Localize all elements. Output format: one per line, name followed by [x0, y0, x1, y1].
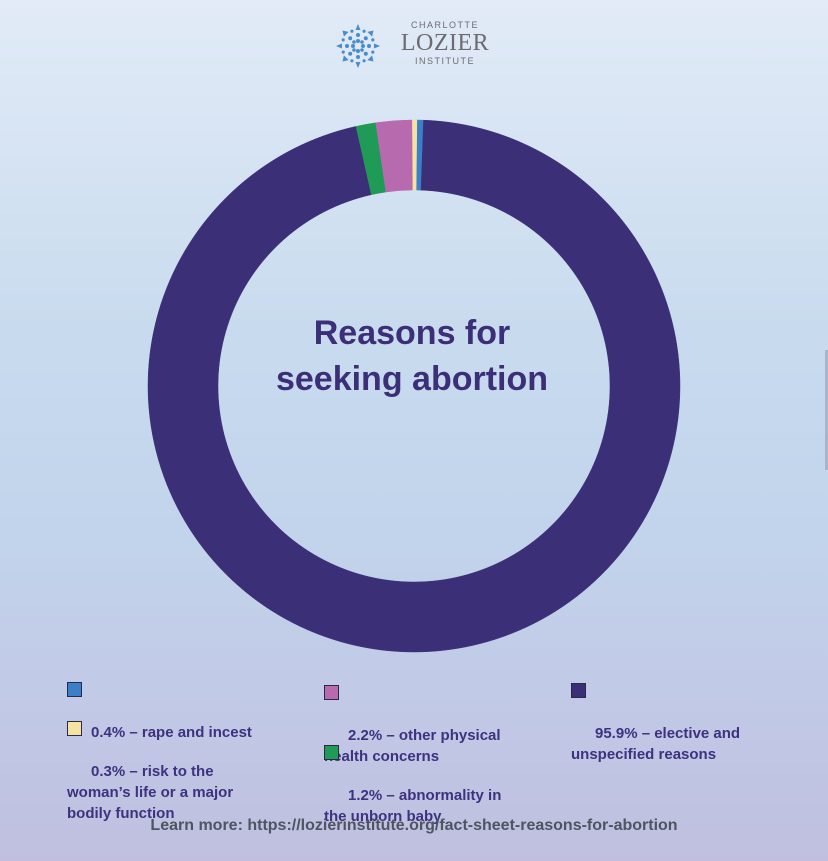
legend-swatch-elective — [571, 683, 586, 698]
legend-item-elective: 95.9% – elective and unspecified reasons — [571, 681, 740, 786]
edge-tab — [825, 350, 828, 470]
legend-swatch-rape-incest — [67, 682, 82, 697]
logo-line-institute: INSTITUTE — [415, 56, 475, 66]
legend-label-elective: 95.9% – elective and unspecified reasons — [571, 725, 741, 763]
donut-slices — [147, 119, 681, 653]
legend-label-rape-incest: 0.4% – rape and incest — [91, 724, 252, 741]
legend-item-rape-incest: 0.4% – rape and incest — [67, 680, 252, 764]
chart-title: Reasons for seeking abortion — [275, 314, 549, 398]
legend-label-abnormality: 1.2% – abnormality in the unborn baby — [324, 787, 502, 825]
slice-risk-to-life — [411, 119, 418, 191]
logo-line-lozier: LOZIER — [400, 30, 490, 56]
logo-wordmark: CHARLOTTE LOZIER INSTITUTE — [390, 20, 500, 66]
slice-elective — [147, 119, 681, 653]
learn-more-footer: Learn more: https://lozierinstitute.org/… — [150, 817, 678, 834]
legend-swatch-physical-health — [324, 685, 339, 700]
institute-emblem-icon — [336, 24, 380, 68]
legend-item-abnormality: 1.2% – abnormality in the unborn baby — [324, 743, 501, 848]
legend-item-risk-to-life: 0.3% – risk to the woman’s life or a maj… — [67, 719, 233, 845]
legend-label-risk-to-life: 0.3% – risk to the woman’s life or a maj… — [67, 763, 234, 822]
logo-line-charlotte: CHARLOTTE — [410, 20, 479, 30]
legend-swatch-risk-to-life — [67, 721, 82, 736]
legend-swatch-abnormality — [324, 745, 339, 760]
charlotte-lozier-institute-logo: CHARLOTTE LOZIER INSTITUTE — [330, 18, 500, 74]
